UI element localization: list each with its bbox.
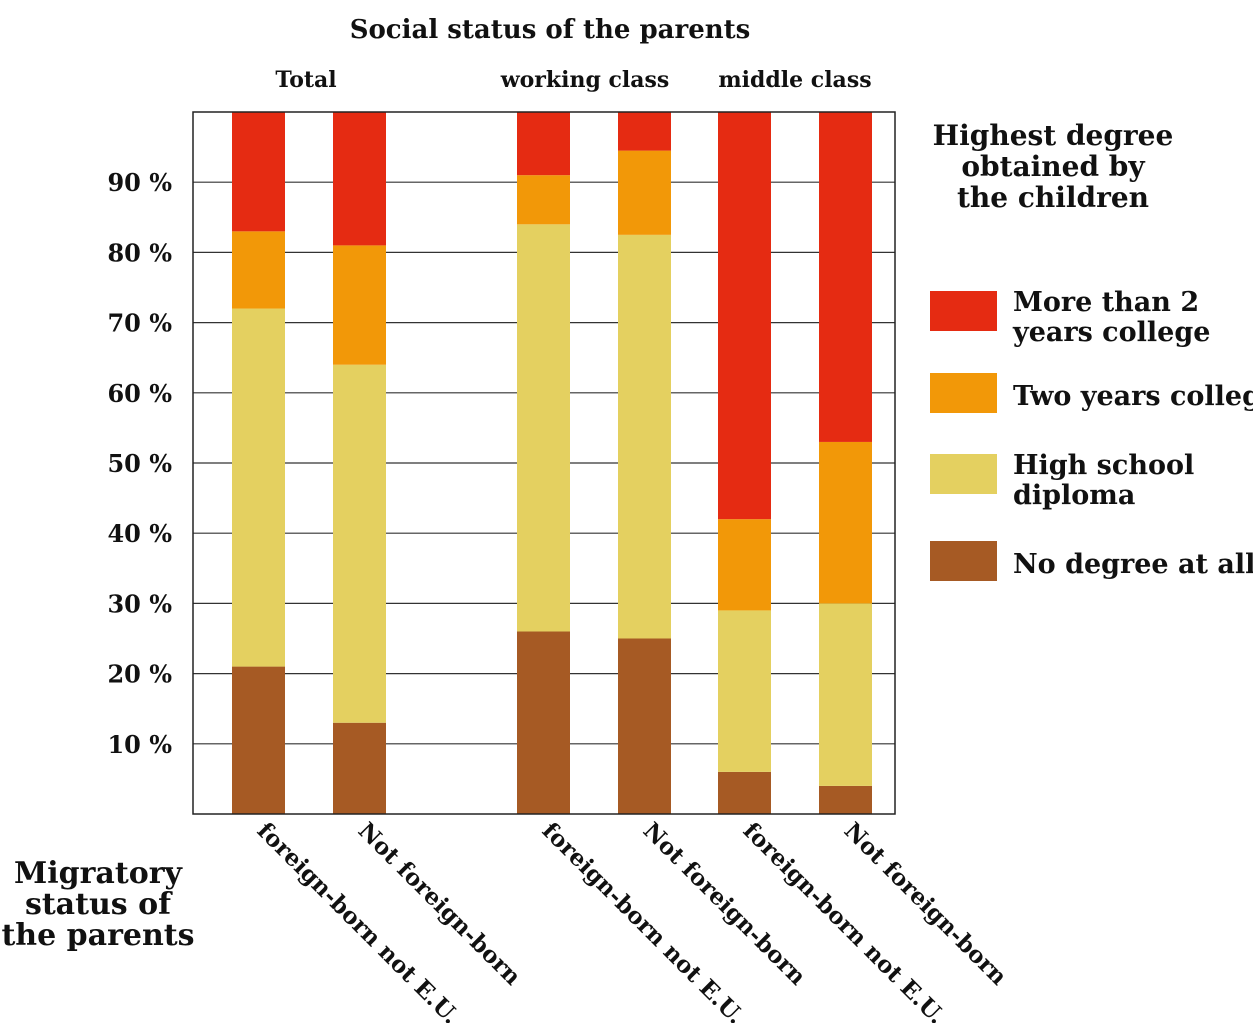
bar-segment-4-0: [718, 771, 771, 814]
x-tick-label: Not foreign-born: [353, 817, 527, 991]
bar-segment-3-1: [618, 234, 671, 639]
x-tick-label: Not foreign-born: [839, 817, 1013, 991]
legend-label: diploma: [1013, 480, 1135, 511]
bar-segment-2-2: [517, 175, 570, 225]
y-axis-ticks: 10 % 20 % 30 % 40 % 50 % 60 % 70 % 80 % 90 %: [107, 168, 172, 759]
y-tick-label: 20 %: [107, 660, 172, 689]
legend-swatch: [930, 454, 997, 494]
y-tick-label: 60 %: [107, 379, 172, 408]
legend-title-line: obtained by: [961, 150, 1145, 183]
x-tick-label: foreign-born not E.U.: [537, 817, 750, 1023]
legend-swatch: [930, 373, 997, 413]
legend-title-line: the children: [957, 181, 1149, 214]
y-tick-label: 10 %: [107, 730, 172, 759]
group-label: Total: [275, 67, 336, 93]
bar-segment-4-3: [718, 112, 771, 520]
group-label: middle class: [718, 67, 871, 93]
group-label: working class: [500, 67, 670, 93]
y-tick-label: 90 %: [107, 168, 172, 197]
bar-segment-5-2: [819, 441, 872, 604]
bar-segment-5-0: [819, 785, 872, 814]
x-tick-label: Not foreign-born: [638, 817, 812, 991]
x-tick-label: foreign-born not E.U.: [252, 817, 465, 1023]
bar-segment-2-0: [517, 631, 570, 814]
legend-label: No degree at all: [1013, 549, 1253, 580]
y-tick-label: 80 %: [107, 238, 172, 267]
x-tick-label: foreign-born not E.U.: [738, 817, 951, 1023]
bars: [232, 112, 872, 814]
chart-title: Social status of the parents: [350, 15, 751, 45]
x-axis-label-line: Migratory: [14, 856, 183, 891]
bar-segment-3-0: [618, 638, 671, 814]
bar-segment-0-1: [232, 308, 285, 667]
y-tick-label: 30 %: [107, 589, 172, 618]
x-axis-ticks: foreign-born not E.U.Not foreign-born for…: [252, 817, 1013, 1023]
bar-segment-0-0: [232, 666, 285, 814]
legend-swatch: [930, 291, 997, 331]
legend-label: More than 2: [1013, 287, 1199, 318]
bar-segment-4-2: [718, 519, 771, 611]
x-axis-label-line: the parents: [1, 918, 194, 953]
bar-segment-2-3: [517, 112, 570, 176]
bar-segment-2-1: [517, 224, 570, 632]
bar-segment-5-1: [819, 603, 872, 786]
y-tick-label: 50 %: [107, 449, 172, 478]
legend-swatch: [930, 541, 997, 581]
bar-segment-5-3: [819, 112, 872, 442]
plot-frame: [192, 111, 896, 815]
bar-segment-1-0: [333, 722, 386, 814]
bar-segment-4-1: [718, 610, 771, 772]
y-tick-label: 40 %: [107, 519, 172, 548]
legend-label: Two years college: [1013, 381, 1253, 412]
y-tick-label: 70 %: [107, 309, 172, 338]
bar-segment-3-2: [618, 150, 671, 235]
group-labels: Total working class middle class: [275, 67, 871, 93]
legend-title-line: Highest degree: [933, 119, 1174, 152]
x-axis-label-line: status of: [25, 887, 173, 922]
bar-segment-3-3: [618, 112, 671, 151]
bar-segment-0-2: [232, 231, 285, 309]
legend-label: years college: [1012, 317, 1210, 348]
bar-segment-1-1: [333, 364, 386, 723]
bar-segment-1-2: [333, 245, 386, 365]
bar-segment-0-3: [232, 112, 285, 232]
bar-segment-1-3: [333, 112, 386, 246]
legend-label: High school: [1013, 450, 1194, 481]
